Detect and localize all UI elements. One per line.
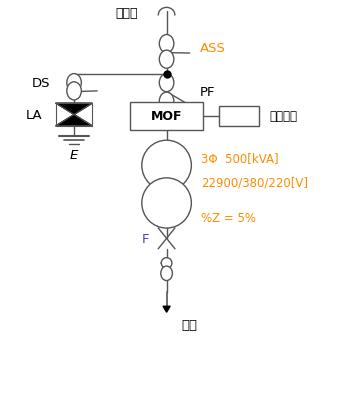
Text: 3Φ  500[kVA]: 3Φ 500[kVA] — [201, 151, 279, 164]
Text: ASS: ASS — [200, 42, 225, 55]
Text: 전력량계: 전력량계 — [269, 110, 297, 123]
Text: DS: DS — [32, 77, 50, 90]
Ellipse shape — [142, 178, 191, 228]
Text: F: F — [141, 232, 149, 245]
Circle shape — [67, 83, 81, 101]
Text: 부하: 부하 — [182, 318, 198, 332]
Text: E: E — [70, 149, 78, 162]
Circle shape — [161, 266, 173, 281]
Text: PF: PF — [200, 86, 215, 99]
Text: 22900/380/220[V]: 22900/380/220[V] — [201, 176, 308, 189]
Circle shape — [159, 93, 174, 111]
Text: LA: LA — [26, 109, 43, 122]
Text: MOF: MOF — [151, 110, 182, 123]
Polygon shape — [56, 104, 92, 115]
Circle shape — [159, 36, 174, 54]
Polygon shape — [56, 115, 92, 126]
Circle shape — [159, 51, 174, 69]
Bar — [56, 104, 92, 126]
Bar — [219, 107, 259, 127]
Bar — [130, 103, 203, 131]
Ellipse shape — [142, 141, 191, 191]
Circle shape — [67, 74, 81, 93]
Text: 인입구: 인입구 — [116, 7, 138, 20]
Text: %Z = 5%: %Z = 5% — [201, 211, 256, 224]
Polygon shape — [163, 306, 170, 313]
Circle shape — [159, 74, 174, 93]
